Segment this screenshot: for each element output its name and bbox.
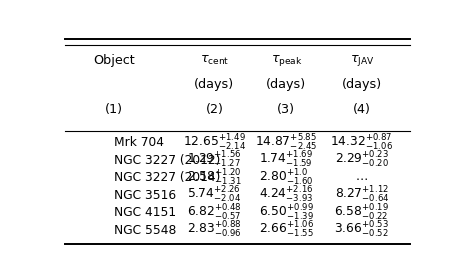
Text: $2.66^{+1.06}_{-1.55}$: $2.66^{+1.06}_{-1.55}$ xyxy=(258,220,313,240)
Text: Object: Object xyxy=(93,54,134,67)
Text: $5.74^{+2.26}_{-2.04}$: $5.74^{+2.26}_{-2.04}$ xyxy=(187,185,241,205)
Text: Mrk 704: Mrk 704 xyxy=(113,136,163,149)
Text: $14.87^{+5.85}_{-2.45}$: $14.87^{+5.85}_{-2.45}$ xyxy=(255,133,317,153)
Text: $1.29^{+1.56}_{-1.27}$: $1.29^{+1.56}_{-1.27}$ xyxy=(187,150,241,170)
Text: $\tau_{\mathrm{cent}}$: $\tau_{\mathrm{cent}}$ xyxy=(200,54,229,67)
Text: $2.29^{+0.23}_{-0.20}$: $2.29^{+0.23}_{-0.20}$ xyxy=(334,150,388,170)
Text: (3): (3) xyxy=(277,103,295,116)
Text: (2): (2) xyxy=(205,103,223,116)
Text: NGC 3227 (2012): NGC 3227 (2012) xyxy=(113,153,219,167)
Text: $6.50^{+0.99}_{-1.39}$: $6.50^{+0.99}_{-1.39}$ xyxy=(258,203,313,223)
Text: $2.58^{+1.20}_{-1.31}$: $2.58^{+1.20}_{-1.31}$ xyxy=(187,168,241,188)
Text: $2.83^{+0.88}_{-0.96}$: $2.83^{+0.88}_{-0.96}$ xyxy=(187,220,241,240)
Text: $14.32^{+0.87}_{-1.06}$: $14.32^{+0.87}_{-1.06}$ xyxy=(330,133,393,153)
Text: (1): (1) xyxy=(105,103,123,116)
Text: $2.80^{+1.0}_{-1.60}$: $2.80^{+1.0}_{-1.60}$ xyxy=(258,168,313,188)
Text: NGC 3516: NGC 3516 xyxy=(113,189,175,202)
Text: $3.66^{+0.53}_{-0.52}$: $3.66^{+0.53}_{-0.52}$ xyxy=(334,220,388,240)
Text: $6.58^{+0.19}_{-0.22}$: $6.58^{+0.19}_{-0.22}$ xyxy=(334,203,388,223)
Text: (4): (4) xyxy=(352,103,370,116)
Text: (days): (days) xyxy=(266,78,306,91)
Text: NGC 3227 (2014): NGC 3227 (2014) xyxy=(113,171,219,184)
Text: $1.74^{+1.69}_{-1.59}$: $1.74^{+1.69}_{-1.59}$ xyxy=(259,150,313,170)
Text: $\cdots$: $\cdots$ xyxy=(355,171,368,184)
Text: NGC 4151: NGC 4151 xyxy=(113,206,175,219)
Text: (days): (days) xyxy=(194,78,234,91)
Text: (days): (days) xyxy=(341,78,381,91)
Text: $12.65^{+1.49}_{-2.14}$: $12.65^{+1.49}_{-2.14}$ xyxy=(182,133,245,153)
Text: $\tau_{\mathrm{JAV}}$: $\tau_{\mathrm{JAV}}$ xyxy=(349,53,373,68)
Text: $6.82^{+0.48}_{-0.57}$: $6.82^{+0.48}_{-0.57}$ xyxy=(187,203,241,223)
Text: $8.27^{+1.12}_{-0.64}$: $8.27^{+1.12}_{-0.64}$ xyxy=(334,185,388,205)
Text: $4.24^{+2.16}_{-3.93}$: $4.24^{+2.16}_{-3.93}$ xyxy=(258,185,313,205)
Text: NGC 5548: NGC 5548 xyxy=(113,224,176,237)
Text: $\tau_{\mathrm{peak}}$: $\tau_{\mathrm{peak}}$ xyxy=(270,53,301,68)
